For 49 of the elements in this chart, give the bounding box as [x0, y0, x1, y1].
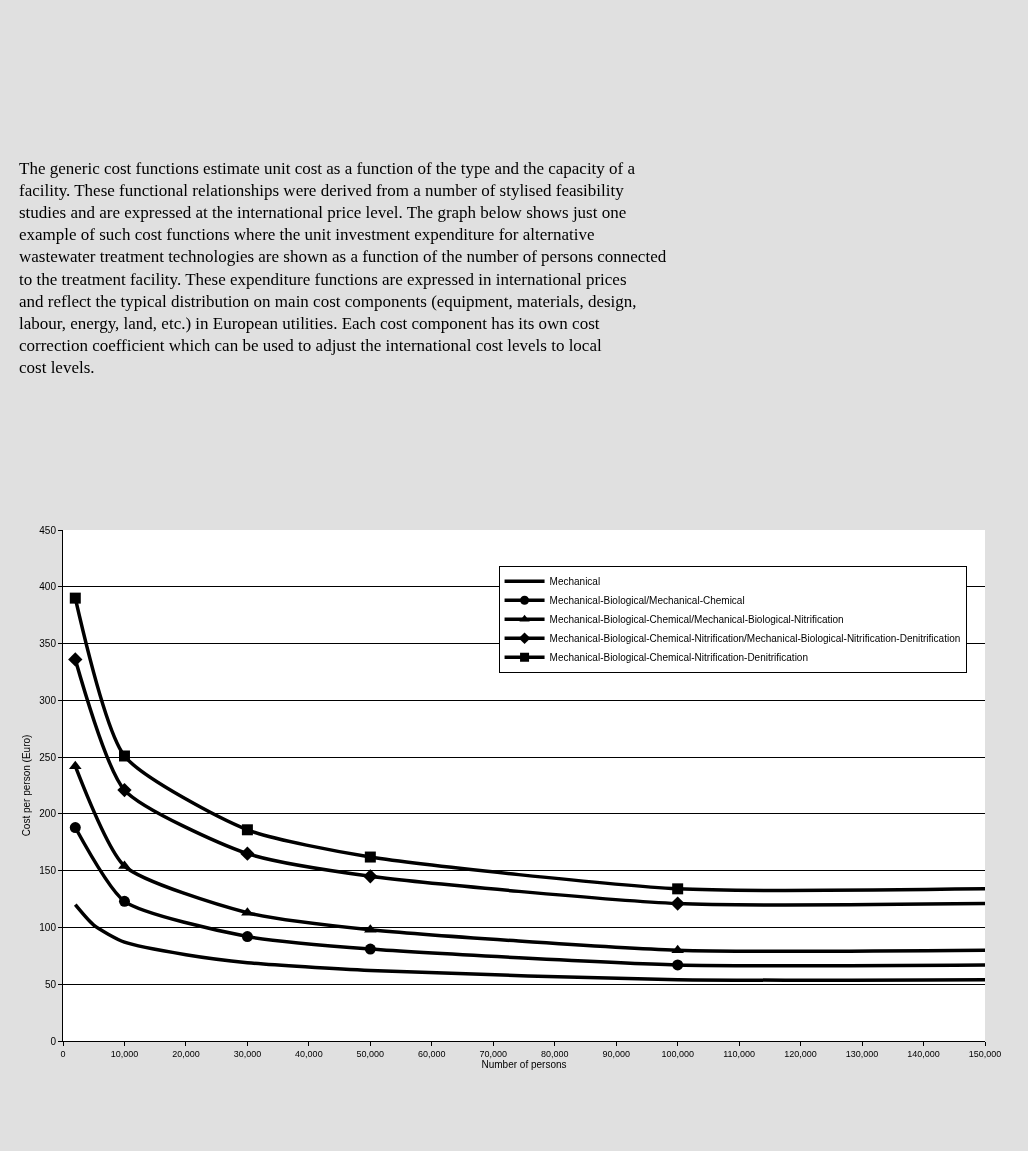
- text: The generic cost functions estimate unit cost as a function of the type and the capacity of a facility. These functional relationships were derived from a number of stylised feasibility studies and are expressed at the international price level. The graph below shows just one example of such cost functions where the unit investment expenditure for alternative wastewater treatment technologies are shown as a function of the number of persons connected to the treatment facility. These expenditure functions are expressed in international prices and reflect the typical distribution on main cost components (equipment, materials, design, labour, energy, land, etc.) in European utilities. Each cost component has its own cost correction coefficient which can be used to adjust the international cost levels to local cost levels.: [19, 159, 667, 377]
- y-axis-title: Cost per person (Euro): [21, 734, 33, 837]
- x-tick-label: 30,000: [233, 1048, 262, 1059]
- x-tick-label: 80,000: [540, 1048, 569, 1059]
- y-tick-label: 0: [50, 1035, 57, 1047]
- point: [117, 782, 132, 798]
- legend-label: Mechanical-Biological-Chemical-Nitrification/Mechanical-Biological-Nitrification-Denitrification: [549, 633, 961, 645]
- legend-label: Mechanical: [549, 576, 601, 588]
- point: [240, 846, 255, 861]
- point: [241, 931, 253, 943]
- point: [670, 896, 685, 911]
- y-tick-label: 150: [39, 865, 57, 877]
- point: [672, 959, 684, 971]
- point: [68, 652, 83, 667]
- point: [364, 943, 376, 955]
- legend-label: Mechanical-Biological/Mechanical-Chemical: [549, 595, 745, 607]
- y-tick-label: 100: [39, 921, 57, 933]
- point: [363, 869, 378, 884]
- point: [118, 895, 130, 907]
- x-tick-label: 10,000: [110, 1048, 139, 1059]
- y-tick-label: 300: [39, 694, 57, 706]
- x-tick-label: 150,000: [968, 1048, 1002, 1059]
- y-tick-label: 350: [39, 638, 57, 650]
- point: [69, 822, 81, 834]
- y-tick-label: 250: [39, 751, 57, 763]
- x-tick-label: 90,000: [602, 1048, 630, 1059]
- x-tick-label: 60,000: [418, 1048, 446, 1059]
- x-axis-title: Number of persons: [481, 1058, 567, 1070]
- y-tick-label: 50: [44, 978, 57, 990]
- x-tick-label: 0: [60, 1048, 66, 1059]
- point: [69, 592, 81, 604]
- legend-label: Mechanical-Biological-Chemical/Mechanical-Biological-Nitrification: [549, 614, 844, 626]
- y-tick-label: 200: [39, 808, 57, 820]
- point: [672, 883, 684, 895]
- x-tick-label: 70,000: [479, 1048, 508, 1059]
- point: [118, 750, 130, 762]
- x-tick-label: 50,000: [356, 1048, 385, 1059]
- x-tick-label: 120,000: [784, 1048, 817, 1059]
- x-tick-label: 20,000: [172, 1048, 200, 1059]
- legend-label: Mechanical-Biological-Chemical-Nitrification-Denitrification: [549, 652, 808, 664]
- point: [241, 824, 253, 836]
- x-tick-label: 140,000: [907, 1048, 940, 1059]
- x-tick-label: 130,000: [845, 1048, 879, 1059]
- x-tick-label: 40,000: [295, 1048, 323, 1059]
- x-tick-label: 100,000: [661, 1048, 694, 1059]
- y-tick-label: 450: [39, 524, 57, 536]
- point: [364, 851, 376, 863]
- y-tick-label: 400: [39, 581, 57, 593]
- x-tick-label: 110,000: [723, 1048, 756, 1059]
